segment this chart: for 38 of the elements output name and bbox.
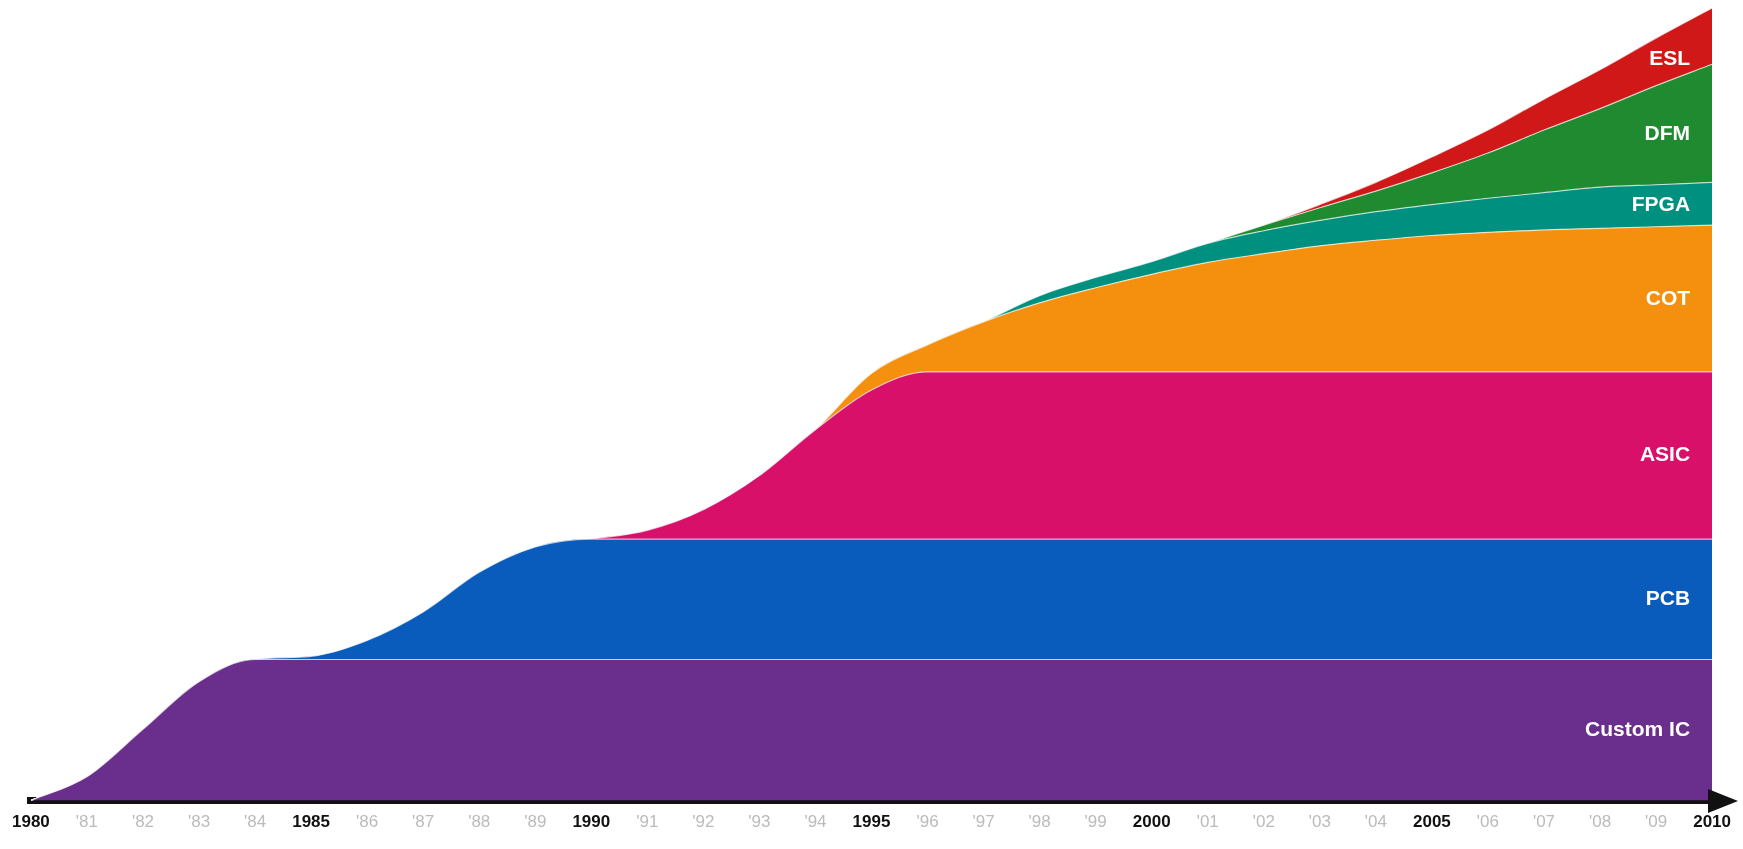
series-label: Custom IC <box>1585 716 1691 740</box>
x-tick-label: '02 <box>1252 812 1275 832</box>
x-tick-label: 1980 <box>12 812 50 832</box>
series-label: ESL <box>1649 45 1691 69</box>
x-tick-label: '99 <box>1084 812 1107 832</box>
x-tick-label: '88 <box>468 812 491 832</box>
x-tick-label: 1995 <box>852 812 891 832</box>
x-tick-label: '96 <box>916 812 939 832</box>
x-tick-label: '97 <box>972 812 995 832</box>
x-tick-label: '83 <box>187 812 211 832</box>
x-tick-label: 2005 <box>1412 812 1451 832</box>
x-tick-label: '08 <box>1588 812 1612 832</box>
x-tick-label: '89 <box>524 812 547 832</box>
x-tick-label: '03 <box>1308 812 1331 832</box>
x-tick-label: '91 <box>636 812 659 832</box>
x-tick-label: '82 <box>131 812 155 832</box>
series-label: FPGA <box>1631 192 1691 216</box>
x-tick-label: '07 <box>1532 812 1556 832</box>
series-label: DFM <box>1644 120 1691 144</box>
x-tick-label: '81 <box>75 812 99 832</box>
series-label: ASIC <box>1639 442 1691 466</box>
x-tick-label: 2010 <box>1693 812 1731 832</box>
x-tick-label: 1990 <box>572 812 611 832</box>
x-tick-label: '86 <box>356 812 379 832</box>
x-tick-label: 1985 <box>292 812 331 832</box>
x-tick-label: 2000 <box>1132 812 1171 832</box>
x-tick-label: '09 <box>1644 812 1668 832</box>
x-tick-label: '06 <box>1476 812 1500 832</box>
x-tick-label: '04 <box>1364 812 1387 832</box>
x-tick-label: '92 <box>692 812 715 832</box>
x-tick-label: '94 <box>804 812 827 832</box>
series-label: COT <box>1645 285 1691 309</box>
x-tick-label: '87 <box>412 812 435 832</box>
series-label: PCB <box>1645 586 1691 610</box>
x-tick-label: '98 <box>1028 812 1051 832</box>
x-tick-label: '93 <box>748 812 771 832</box>
x-tick-label: '84 <box>243 812 267 832</box>
x-tick-label: '01 <box>1196 812 1219 832</box>
